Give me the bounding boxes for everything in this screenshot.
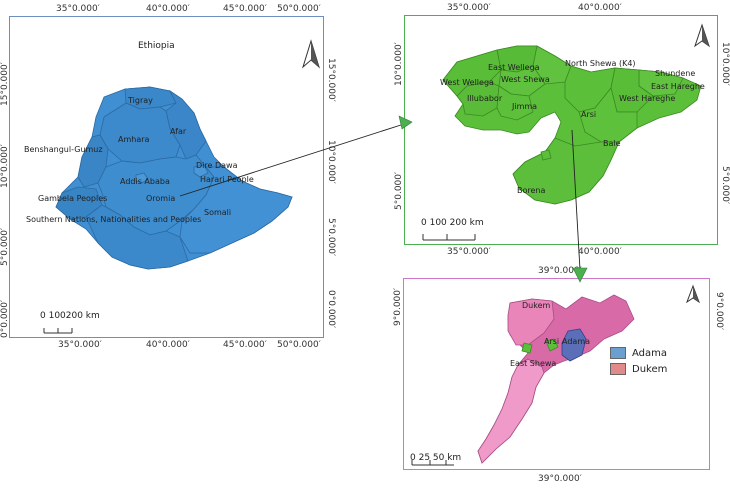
p3-top-coord: 39°0.000′ (538, 266, 582, 276)
p1-top-coord: 45°0.000′ (223, 4, 267, 14)
area-label-adama: Adama (562, 337, 591, 346)
zone-label-east-hareghe: East Hareghe (651, 82, 705, 91)
legend-swatch-dukem (610, 363, 626, 375)
area-label-arsi: Arsi (544, 337, 560, 346)
zone-label-illubabor: Illubabor (467, 94, 503, 103)
p2-bottom-coord: 40°0.000′ (578, 247, 622, 257)
scale-bar-1 (43, 328, 73, 334)
p1-bottom-coord: 45°0.000′ (223, 340, 267, 350)
p1-top-coord: 40°0.000′ (146, 4, 190, 14)
connector-arrowhead (572, 267, 588, 283)
north-arrow-icon (302, 39, 320, 69)
legend-item-adama: Adama (610, 347, 667, 359)
legend-label-adama: Adama (632, 347, 668, 359)
region-label-amhara: Amhara (118, 135, 150, 144)
zone-label-shundene: Shundene (655, 69, 696, 78)
area-label-dukem: Dukem (522, 301, 551, 310)
zone-label-west-shewa: West Shewa (501, 75, 550, 84)
legend-swatch-adama (610, 347, 626, 359)
region-label-addis-ababa: Addis Ababa (120, 177, 170, 186)
p1-top-coord: 50°0.000′ (277, 4, 321, 14)
region-label-harari: Harari People (200, 175, 254, 184)
country-label: Ethiopia (138, 41, 175, 51)
legend-label-dukem: Dukem (632, 363, 668, 375)
area-label-east-shewa: East Shewa (510, 359, 557, 368)
ethiopia-regions-map (43, 86, 293, 334)
zone-label-arsi: Arsi (581, 110, 597, 119)
zone-label-west-hareghe: West Hareghe (619, 94, 676, 103)
connector-arrowhead (398, 115, 413, 130)
p1-bottom-coord: 50°0.000′ (277, 340, 321, 350)
zone-label-north-shewa: North Shewa (K4) (565, 59, 636, 68)
zone-label-jimma: Jimma (512, 102, 538, 111)
legend-item-dukem: Dukem (610, 363, 667, 375)
scale-bar-3 (411, 460, 454, 466)
oromia-zones-map (422, 45, 702, 241)
region-label-benshangul: Benshangul-Gumuz (24, 145, 103, 154)
zone-label-bale: Bale (603, 139, 621, 148)
p3-bottom-coord: 39°0.000′ (538, 474, 582, 484)
zone-label-borena: Borena (517, 186, 546, 195)
p1-bottom-coord: 35°0.000′ (58, 340, 102, 350)
scale-label-3: 0 25 50 km (410, 453, 462, 463)
study-area-map-panel: Dukem Arsi Adama East Shewa Adama Dukem … (403, 278, 710, 470)
p2-top-coord: 35°0.000′ (447, 3, 491, 13)
scale-label-1: 0 100200 km (40, 311, 100, 321)
p2-top-coord: 40°0.000′ (578, 3, 622, 13)
region-label-gambela: Gambela Peoples (38, 194, 108, 203)
p1-bottom-coord: 40°0.000′ (146, 340, 190, 350)
north-arrow-icon (685, 284, 701, 304)
region-label-dire-dawa: Dire Dawa (196, 161, 238, 170)
zone-label-west-wellega: West Wellega (440, 78, 494, 87)
region-label-snnp: Southern Nations, Nationalities and Peop… (26, 215, 202, 224)
study-area-map (411, 294, 635, 466)
ethiopia-map-panel: Ethiopia (9, 16, 324, 338)
region-label-tigray: Tigray (128, 96, 153, 105)
p2-bottom-coord: 35°0.000′ (447, 247, 491, 257)
zone-label-east-wellega: East Wellega (488, 63, 540, 72)
region-label-oromia: Oromia (146, 194, 176, 203)
scale-bar-2 (422, 234, 476, 241)
scale-label-2: 0 100 200 km (421, 218, 484, 228)
north-arrow-icon (694, 23, 710, 48)
oromia-map-panel: East Wellega North Shewa (K4) West Welle… (404, 15, 718, 245)
p1-top-coord: 35°0.000′ (56, 4, 100, 14)
region-label-somali: Somali (204, 208, 232, 217)
region-label-afar: Afar (170, 127, 187, 136)
